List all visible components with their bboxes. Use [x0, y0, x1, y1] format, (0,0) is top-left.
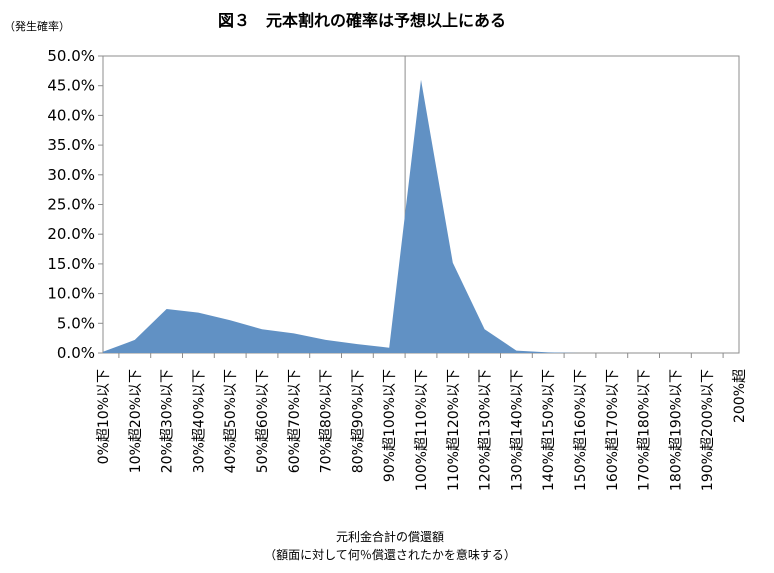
y-tick-label: 30.0%: [47, 166, 95, 184]
y-tick-label: 15.0%: [47, 255, 95, 273]
x-axis-label-note: （額面に対して何％償還されたかを意味する）: [264, 547, 516, 562]
x-tick-label: 70%超80%以下: [319, 369, 335, 473]
x-tick-label: 0%超10%以下: [96, 369, 112, 464]
y-tick-label: 50.0%: [47, 47, 95, 65]
x-tick-label: 140%超150%以下: [541, 369, 557, 491]
x-tick-label: 100%超110%以下: [414, 369, 430, 491]
area-series: [103, 79, 739, 354]
x-tick-label: 180%超190%以下: [668, 369, 684, 491]
chart-title: 図３ 元本割れの確率は予想以上にある: [218, 11, 506, 30]
x-tick-label: 30%超40%以下: [191, 369, 207, 473]
y-tick-label: 40.0%: [47, 106, 95, 124]
x-tick-label: 90%超100%以下: [382, 369, 398, 482]
plot-area: 0.0% 5.0% 10.0% 15.0% 20.0% 25.0% 30.0% 35.0% 40…: [47, 47, 748, 491]
x-tick-label: 160%超170%以下: [605, 369, 621, 491]
x-tick-label: 110%超120%以下: [446, 369, 462, 491]
x-tick-label: 20%超30%以下: [160, 369, 176, 473]
x-tick-label: 10%超20%以下: [128, 369, 144, 473]
x-tick-label: 50%超60%以下: [255, 369, 271, 473]
x-tick-label: 170%超180%以下: [637, 369, 653, 491]
x-tick-label: 130%超140%以下: [509, 369, 525, 491]
y-tick-label: 25.0%: [47, 196, 95, 214]
x-tick-label: 150%超160%以下: [573, 369, 589, 491]
x-tick-label: 40%超50%以下: [223, 369, 239, 473]
y-tick-label: 20.0%: [47, 225, 95, 243]
x-tick-label: 60%超70%以下: [287, 369, 303, 473]
y-tick-label: 45.0%: [47, 77, 95, 95]
x-tick-label: 200%超: [732, 369, 748, 423]
y-tick-label: 35.0%: [47, 136, 95, 154]
y-tick-label: 10.0%: [47, 285, 95, 303]
x-tick-label: 80%超90%以下: [350, 369, 366, 473]
y-tick-label: 0.0%: [57, 344, 95, 362]
y-axis-label: （発生確率）: [4, 19, 70, 33]
x-tick-label: 190%超200%以下: [700, 369, 716, 491]
y-tick-label: 5.0%: [57, 314, 95, 332]
x-axis-label: 元利金合計の償還額: [336, 529, 444, 544]
x-tick-label: 120%超130%以下: [478, 369, 494, 491]
